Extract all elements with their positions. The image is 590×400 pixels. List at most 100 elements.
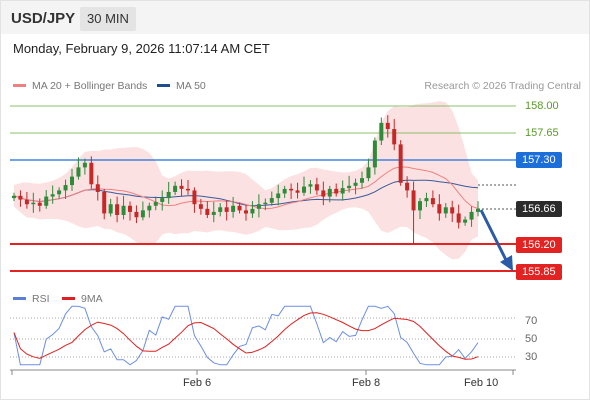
candle-body bbox=[82, 162, 87, 168]
candle bbox=[186, 180, 190, 195]
legend-ma50: MA 50 bbox=[157, 80, 206, 92]
candle-body bbox=[443, 207, 448, 214]
forecast-arrow-head bbox=[500, 255, 513, 271]
candle-body bbox=[244, 210, 248, 214]
candle bbox=[263, 198, 268, 211]
candle-body bbox=[411, 190, 416, 211]
support-1-tag: 156.20 bbox=[516, 237, 562, 253]
candle bbox=[392, 119, 397, 151]
timestamp: Monday, February 9, 2026 11:07:14 AM CET bbox=[13, 41, 270, 56]
forecast-arrow bbox=[479, 209, 513, 271]
legend-rsi: RSI bbox=[13, 293, 50, 305]
candle bbox=[179, 179, 184, 197]
candle bbox=[456, 204, 461, 229]
candle-body bbox=[302, 186, 306, 193]
candle bbox=[411, 181, 416, 245]
candle bbox=[276, 184, 281, 206]
candle bbox=[128, 201, 132, 221]
candle bbox=[443, 203, 448, 218]
candle-body bbox=[392, 129, 397, 145]
candle-body bbox=[334, 188, 339, 194]
candle bbox=[430, 190, 435, 208]
candle bbox=[147, 202, 152, 218]
candle-body bbox=[134, 211, 139, 218]
support-2-tag: 155.85 bbox=[516, 264, 562, 280]
rsi-ma-swatch bbox=[62, 296, 75, 300]
candle bbox=[269, 191, 274, 206]
header-bar: USD/JPY 30 MIN bbox=[1, 1, 589, 34]
candle-body bbox=[147, 205, 152, 211]
candle-body bbox=[263, 202, 268, 205]
candle-body bbox=[237, 205, 242, 211]
pivot-tag: 157.30 bbox=[516, 152, 562, 168]
candle bbox=[353, 178, 358, 195]
candle-body bbox=[405, 182, 410, 191]
candle bbox=[463, 216, 468, 226]
rsi-swatch bbox=[13, 296, 26, 300]
candle-body bbox=[102, 191, 107, 214]
candle bbox=[256, 194, 261, 218]
candle bbox=[31, 192, 36, 213]
candle bbox=[24, 191, 29, 209]
candle-body bbox=[321, 190, 326, 197]
candle-body bbox=[115, 204, 120, 215]
candle bbox=[450, 200, 455, 223]
credit-text: Research © 2026 Trading Central bbox=[424, 80, 581, 92]
candle-body bbox=[218, 207, 223, 212]
candle-body bbox=[437, 204, 442, 214]
candle-body bbox=[269, 198, 274, 203]
candle-body bbox=[295, 190, 300, 193]
candle-body bbox=[179, 185, 184, 189]
candle bbox=[476, 201, 480, 217]
candle-body bbox=[108, 204, 113, 214]
candle bbox=[308, 180, 313, 194]
candle bbox=[224, 200, 229, 221]
candle bbox=[218, 203, 223, 217]
candle-body bbox=[12, 195, 16, 199]
legend-ma20-label: MA 20 + Bollinger Bands bbox=[32, 80, 148, 92]
candle bbox=[102, 188, 107, 220]
candle-body bbox=[140, 210, 145, 218]
candle bbox=[295, 182, 300, 199]
candle bbox=[82, 158, 87, 175]
candle-body bbox=[160, 198, 165, 202]
candle bbox=[153, 196, 158, 211]
candle bbox=[379, 117, 384, 145]
candle bbox=[76, 157, 81, 180]
candle-body bbox=[250, 208, 255, 214]
candle bbox=[360, 171, 364, 189]
candle-body bbox=[89, 162, 94, 185]
timeframe-button[interactable]: 30 MIN bbox=[80, 7, 136, 31]
candle-body bbox=[360, 178, 364, 183]
candle bbox=[160, 190, 165, 211]
candle-body bbox=[186, 188, 190, 191]
candle-body bbox=[63, 185, 68, 191]
candle-body bbox=[430, 198, 435, 205]
ma20-swatch bbox=[13, 83, 26, 87]
candle bbox=[418, 198, 422, 219]
candle bbox=[237, 202, 242, 214]
candle bbox=[250, 201, 255, 218]
candle-body bbox=[418, 201, 422, 211]
candle bbox=[405, 176, 410, 198]
candle-body bbox=[31, 202, 36, 205]
candle bbox=[424, 192, 429, 207]
candle-body bbox=[476, 208, 480, 212]
candle-body bbox=[224, 207, 229, 212]
candle-body bbox=[372, 140, 377, 168]
candle bbox=[63, 179, 68, 200]
rsi-label-50: 50 bbox=[525, 333, 538, 345]
candle-body bbox=[192, 190, 197, 205]
candle-body bbox=[37, 202, 42, 206]
candle bbox=[282, 185, 287, 198]
candle bbox=[321, 181, 326, 206]
candle-body bbox=[308, 184, 313, 187]
candle-body bbox=[366, 167, 371, 179]
candle bbox=[366, 158, 371, 182]
candle-body bbox=[211, 211, 216, 215]
resistance-2-label: 158.00 bbox=[525, 100, 559, 112]
candle-body bbox=[128, 205, 132, 212]
legend-rsi-label: RSI bbox=[32, 293, 50, 305]
candle bbox=[289, 183, 294, 200]
